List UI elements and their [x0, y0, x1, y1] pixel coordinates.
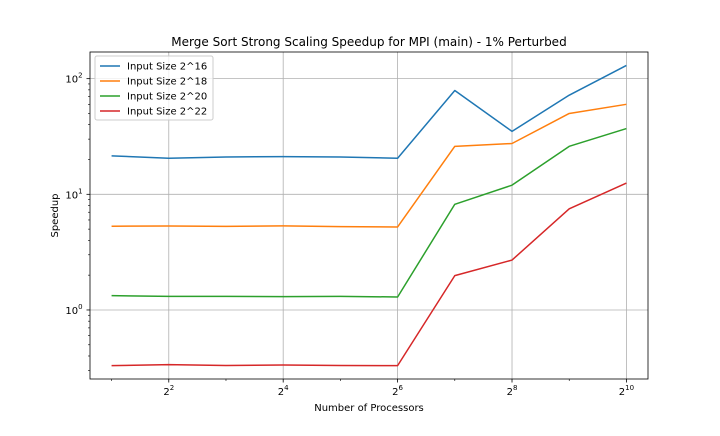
x-tick-label: 28 — [507, 384, 518, 398]
y-tick-label: 101 — [65, 187, 82, 201]
x-tick-label: 22 — [163, 384, 174, 398]
series-lines — [111, 64, 627, 367]
series-line-2 — [111, 103, 627, 228]
legend: Input Size 2^16 Input Size 2^18 Input Size… — [94, 55, 214, 121]
legend-label-3: Input Size 2^20 — [127, 92, 207, 103]
x-tick-label: 210 — [619, 384, 634, 398]
legend-label-1: Input Size 2^16 — [127, 62, 207, 73]
series-line-3 — [111, 127, 627, 298]
x-tick-label: 24 — [278, 384, 289, 398]
y-tick-label: 100 — [65, 303, 82, 317]
series-line-4 — [111, 182, 627, 367]
legend-frame — [94, 55, 214, 121]
y-axis-label: Speedup — [50, 193, 61, 237]
legend-label-4: Input Size 2^22 — [127, 107, 207, 118]
plot-area-frame — [89, 51, 649, 380]
legend-label-2: Input Size 2^18 — [127, 77, 207, 88]
x-axis-ticks: 22 24 26 28 210 — [111, 379, 634, 398]
x-tick-label: 26 — [392, 384, 403, 398]
series-line-1 — [111, 64, 627, 159]
chart-title: Merge Sort Strong Scaling Speedup for MP… — [171, 35, 566, 49]
y-axis-ticks: 100 101 102 — [65, 72, 90, 371]
x-axis-label: Number of Processors — [314, 403, 424, 414]
y-tick-label: 102 — [65, 72, 82, 86]
